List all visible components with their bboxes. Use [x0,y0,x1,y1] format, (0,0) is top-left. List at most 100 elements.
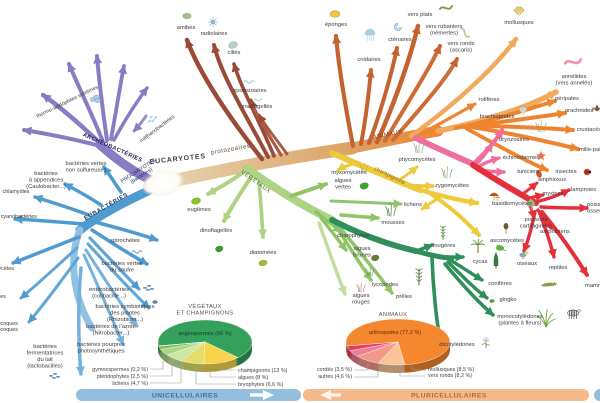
branch-8 [75,185,155,235]
label-lycopodes: lycopodes [372,282,398,288]
label-bacteries-symbiotiques: bactéries symbiotiques des plantes (Rhizob… [96,304,155,323]
label-pie1-main: angiospermes (66 %) [178,331,231,337]
label-euglenes: euglènes [187,207,211,213]
label-pie2-main: arthropodes (77,2 %) [369,330,422,336]
footer-bars: UNICELLULAIRES PLURICELLULAIRES [76,389,600,401]
leader-line-7 [354,366,379,378]
label-spirochetes: spirochètes [110,238,140,244]
label-pie2-right-2: vers ronds (8,2 %) [428,373,472,379]
pie-charts-layer [157,318,451,373]
basidiomycetes-icon [489,192,501,201]
branch-18 [93,220,159,242]
label-lamproies: lamproies [571,187,596,193]
label-peripates: péripates [555,96,579,102]
branch-20 [88,236,141,291]
label-cyanobacteries: cyanobactéries [1,214,38,220]
label-pie1-right-3: bryophytes (6,6 %) [238,382,283,388]
insectes-icon [583,168,592,176]
mollusques-icon [513,6,525,17]
branch-65 [394,165,419,184]
branch-22 [84,248,139,328]
label-vers-ronds: vers ronds (ascaris) [447,41,474,53]
leader-line-4 [209,366,236,378]
branch-58 [538,212,557,259]
label-protozoaires: protozoaires [210,143,251,157]
algues-vertes-icon [359,182,369,190]
algues-brunes-icon [371,254,380,262]
label-myxines: myxines [542,191,563,197]
branch-35 [383,44,442,143]
branch-17 [75,266,85,376]
branch-32 [359,68,375,146]
branch-51 [519,181,539,197]
leader-line-1 [150,364,173,377]
label-brachiopodes: brachiopodes [480,114,515,120]
label-bacteries-a-appendices: bactéries à appendices (Caulobacter...) [26,171,66,190]
label-zygomycetes: zygomycètes [435,183,469,189]
pluricellulaires-bar [303,389,589,401]
branch-5 [109,64,127,141]
label-rotiferes: rotifères [479,97,500,103]
enterobacteries-icon [143,285,154,291]
branch-26 [184,37,265,162]
label-dinoflagelles: dinoflagellés [200,228,232,234]
leader-line-0 [150,361,164,370]
label-mycoplasmes: mycoplasmes [0,294,6,300]
pie2-slice-cord-s [346,341,399,351]
algues-rouges-icon [356,282,366,293]
label-pie1-right-1: champignons (13 %) [238,368,288,374]
branch-57 [522,210,537,253]
label-annelides: annélides (vers annelés) [556,74,593,86]
label-vers-rubaniers: vers rubaniers (némertes) [426,24,463,36]
label-pie1-left-3: lichens (4,7 %) [112,381,148,387]
branch-4 [93,54,109,142]
label-charophytes: charophytes [337,233,369,239]
label-lichens: lichens [404,202,422,208]
radiolaires-icon [208,17,218,27]
ascomycetes-icon [503,223,509,234]
label-pie1-left-1: gymnospermes (0,2 %) [92,367,148,373]
branch-43 [469,125,580,152]
label-amibes: amibes [177,25,196,31]
label-basidiomycetes: basidiomycètes [492,201,532,207]
dinoflagelles-icon [215,245,224,253]
label-algues-brunes: algues brunes [353,246,371,258]
euglenes-icon [191,197,201,205]
mousses-icon [385,204,397,217]
branch-34 [374,23,421,145]
pie1-slice-gymnospermes [158,341,206,347]
fougeres-icon [439,225,447,240]
branch-55 [539,203,589,213]
branch-42 [467,124,575,134]
chart-labels-layer: VÉGÉTAUX ET CHAMPIGNONS angiospermes (66 %… [92,303,474,388]
branch-45 [413,135,476,167]
label-vers-plats: vers plats [408,12,433,18]
lactobacilles-icon [49,373,60,379]
branch-1 [22,126,102,148]
label-pie1-right-2: algues (8 %) [238,375,268,381]
branch-70 [257,181,268,239]
branch-19 [90,228,149,266]
branch-56 [536,208,553,230]
branch-36 [391,57,459,142]
leader-line-6 [354,362,369,371]
leader-line-5 [195,368,236,385]
branch-38 [419,102,477,136]
label-mille-pattes: mille-pattes [579,147,600,153]
branch-31 [332,33,356,149]
amibes-icon [182,12,192,20]
branch-79 [329,217,419,254]
label-phycomycetes: phycomycètes [398,157,435,163]
label-oiseaux: oiseaux [517,261,537,267]
label-bryozoaires: bryozoaires [499,137,529,143]
label-enterobacteries: entérobactéries (colibacille...) [89,287,129,299]
label-actinomycetes: actinomycètes [0,266,14,272]
leader-line-8 [411,363,426,371]
branch-52 [524,192,545,201]
label-gingko: gingko [499,297,516,303]
zygomycetes-icon [441,166,453,179]
branch-44 [465,127,549,172]
root-node [141,169,185,197]
arachnides-icon [591,105,600,112]
branch-13 [13,214,85,226]
